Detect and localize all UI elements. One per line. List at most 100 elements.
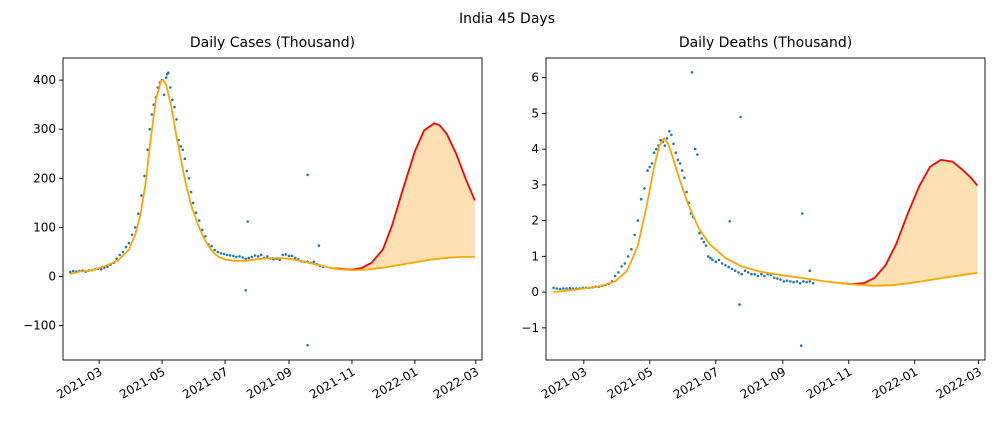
cases-observed-point bbox=[281, 253, 285, 257]
cases-observed-point bbox=[130, 233, 134, 237]
deaths-ytick-label: 0 bbox=[531, 285, 539, 299]
deaths-observed-point bbox=[659, 138, 662, 142]
cases-observed-point bbox=[175, 118, 178, 121]
deaths-ytick-label: −1 bbox=[521, 321, 539, 335]
cases-axes-frame bbox=[62, 57, 483, 361]
cases-observed-point bbox=[222, 252, 226, 256]
deaths-observed-point bbox=[655, 147, 658, 151]
deaths-observed-point bbox=[709, 256, 712, 260]
deaths-observed-point bbox=[728, 220, 732, 223]
cases-projection-line bbox=[334, 122, 476, 271]
deaths-observed-point bbox=[759, 272, 763, 276]
deaths-observed-point bbox=[792, 280, 795, 284]
cases-observed-point bbox=[137, 212, 140, 215]
deaths-observed-point bbox=[630, 247, 633, 251]
cases-observed-point bbox=[253, 254, 257, 257]
deaths-xtick-label: 2021-07 bbox=[671, 364, 721, 401]
deaths-observed-point bbox=[683, 176, 686, 179]
cases-observed-point bbox=[171, 98, 174, 101]
cases-observed-point bbox=[118, 253, 122, 257]
deaths-observed-point bbox=[663, 144, 667, 147]
deaths-xtick-label: 2021-11 bbox=[804, 364, 854, 401]
deaths-observed-point bbox=[782, 280, 786, 283]
deaths-observed-point bbox=[690, 71, 694, 74]
deaths-xtick-label: 2022-03 bbox=[934, 364, 984, 401]
cases-observed-point bbox=[164, 76, 168, 79]
deaths-xtick-label: 2021-09 bbox=[738, 364, 788, 401]
cases-observed-point bbox=[213, 248, 216, 252]
deaths-observed-point bbox=[739, 115, 742, 119]
deaths-observed-point bbox=[702, 240, 706, 244]
deaths-observed-point bbox=[555, 287, 559, 290]
deaths-observed-point bbox=[558, 287, 562, 291]
cases-observed-point bbox=[124, 245, 128, 249]
cases-observed-point bbox=[219, 252, 223, 255]
deaths-observed-point bbox=[685, 190, 688, 194]
deaths-chart-panel: Daily Deaths (Thousand) −1 0 1 2 3 4 5 6 2021-03 2… bbox=[521, 35, 986, 402]
deaths-ytick-label: 2 bbox=[531, 214, 539, 228]
deaths-observed-point bbox=[693, 147, 697, 151]
deaths-observed-point bbox=[805, 280, 808, 284]
deaths-fit-line bbox=[553, 137, 978, 293]
deaths-ytick-label: 3 bbox=[531, 178, 539, 192]
deaths-observed-point bbox=[746, 271, 750, 274]
deaths-ytick-label: 5 bbox=[531, 106, 539, 120]
cases-observed-point bbox=[293, 256, 297, 260]
deaths-observed-point bbox=[720, 262, 724, 265]
cases-observed-point bbox=[235, 255, 238, 259]
deaths-observed-point bbox=[700, 237, 703, 240]
cases-ytick-label: 0 bbox=[48, 270, 56, 284]
cases-observed-point bbox=[146, 148, 149, 152]
cases-observed-point bbox=[72, 269, 75, 273]
deaths-observed-point bbox=[650, 162, 654, 165]
deaths-observed-point bbox=[808, 269, 812, 273]
cases-ytick-label: 300 bbox=[33, 122, 56, 136]
deaths-observed-point bbox=[711, 258, 714, 262]
cases-observed-point bbox=[201, 228, 204, 232]
cases-observed-point bbox=[232, 254, 235, 258]
deaths-observed-point bbox=[665, 137, 669, 140]
deaths-observed-point bbox=[756, 274, 760, 278]
cases-chart-panel: Daily Cases (Thousand) −100 0 100 200 300 400 2… bbox=[23, 35, 483, 402]
deaths-observed-point bbox=[808, 280, 812, 283]
cases-observed-point bbox=[244, 257, 247, 261]
deaths-observed-point bbox=[613, 274, 617, 278]
cases-observed-point bbox=[187, 177, 191, 180]
deaths-observed-point bbox=[776, 277, 779, 280]
deaths-observed-point bbox=[730, 267, 734, 271]
deaths-observed-point bbox=[633, 233, 636, 237]
cases-observed-point bbox=[167, 71, 170, 74]
cases-observed-point bbox=[143, 174, 146, 178]
deaths-observed-point bbox=[802, 280, 805, 283]
cases-observed-point bbox=[306, 344, 309, 347]
cases-observed-point bbox=[210, 244, 213, 248]
deaths-observed-point bbox=[668, 130, 671, 133]
cases-observed-point bbox=[140, 194, 143, 197]
deaths-observed-point bbox=[670, 133, 673, 137]
cases-observed-point bbox=[228, 254, 232, 257]
deaths-observed-point bbox=[676, 158, 680, 162]
cases-observed-point bbox=[284, 253, 288, 256]
cases-plot-area bbox=[68, 71, 476, 347]
cases-observed-point bbox=[162, 93, 166, 97]
cases-observed-point bbox=[278, 258, 282, 262]
cases-observed-point bbox=[121, 250, 125, 254]
cases-observed-point bbox=[150, 113, 154, 116]
deaths-observed-point bbox=[626, 255, 630, 258]
cases-observed-point bbox=[290, 254, 294, 258]
deaths-observed-point bbox=[795, 280, 799, 283]
cases-observed-point bbox=[266, 255, 269, 258]
cases-observed-point bbox=[169, 86, 172, 89]
deaths-plot-area bbox=[552, 71, 979, 348]
deaths-observed-point bbox=[714, 260, 718, 264]
deaths-observed-point bbox=[727, 265, 730, 269]
deaths-observed-point bbox=[620, 265, 623, 268]
deaths-title: Daily Deaths (Thousand) bbox=[679, 35, 852, 51]
cases-xtick-label: 2021-11 bbox=[307, 364, 357, 401]
deaths-xtick-label: 2022-01 bbox=[870, 364, 920, 401]
cases-ytick-label: 400 bbox=[33, 73, 56, 87]
deaths-xtick-label: 2021-03 bbox=[539, 364, 589, 401]
deaths-observed-point bbox=[750, 272, 753, 276]
deaths-observed-point bbox=[737, 271, 740, 274]
